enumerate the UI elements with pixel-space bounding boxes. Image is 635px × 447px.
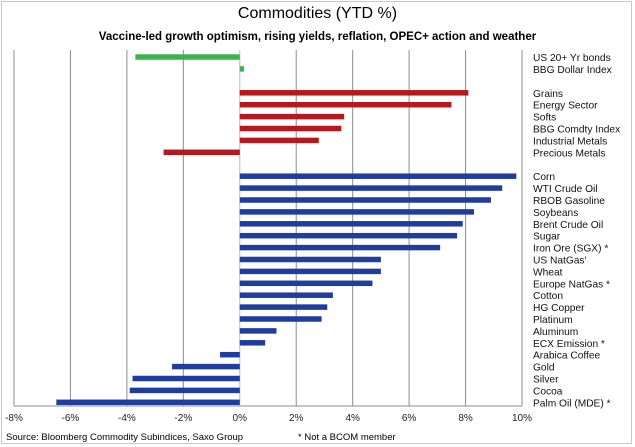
bar (239, 66, 245, 72)
bar (135, 54, 240, 60)
bar (220, 351, 240, 358)
category-label: Energy Sector (533, 101, 598, 112)
bar (129, 387, 240, 394)
bar (239, 185, 503, 191)
bar (239, 340, 266, 346)
category-label: Softs (533, 113, 556, 124)
category-label: Cotton (533, 291, 563, 302)
bar (239, 209, 475, 215)
x-tick-label: 8% (458, 413, 473, 424)
membership-note: * Not a BCOM member (298, 432, 396, 443)
category-label: Wheat (533, 267, 563, 278)
bar (163, 149, 240, 156)
category-label: Grains (533, 89, 563, 100)
x-tick-label: -2% (174, 413, 192, 424)
category-label: BBG Dollar Index (533, 65, 612, 76)
category-label: Industrial Metals (533, 136, 607, 147)
category-label: WTI Crude Oil (533, 184, 598, 195)
bar (239, 173, 517, 179)
category-label: Palm Oil (MDE) * (533, 398, 611, 409)
category-label: BBG Comdty Index (533, 125, 620, 136)
category-label: Precious Metals (533, 148, 605, 159)
category-label: Arabica Coffee (533, 351, 601, 362)
bar (239, 125, 342, 132)
category-label: Brent Crude Oil (533, 220, 603, 231)
category-label: Soybeans (533, 208, 578, 219)
bar (172, 363, 240, 370)
bar (56, 399, 240, 406)
bar (239, 244, 441, 251)
category-label: Platinum (533, 315, 573, 326)
x-tick-label: 10% (512, 413, 532, 424)
category-label: Europe NatGas * (533, 279, 610, 290)
bar (239, 232, 458, 239)
bar (239, 280, 373, 287)
x-tick-label: -8% (5, 413, 23, 424)
category-label: RBOB Gasoline (533, 196, 605, 207)
x-tick-label: -6% (62, 413, 80, 424)
category-label: ECX Emission * (533, 339, 605, 350)
chart-subtitle: Vaccine-led growth optimism, rising yiel… (98, 31, 537, 43)
x-tick-label: 4% (345, 413, 360, 424)
category-label: Silver (533, 375, 559, 386)
category-label: HG Copper (533, 303, 585, 314)
bar (239, 113, 345, 120)
bar (239, 101, 452, 108)
category-label: US 20+ Yr bonds (533, 53, 611, 64)
source-note: Source: Bloomberg Commodity Subindices, … (6, 432, 244, 443)
bar (239, 268, 381, 275)
bar (132, 375, 240, 382)
x-tick-label: 2% (289, 413, 304, 424)
bar (239, 328, 277, 334)
x-tick-label: 6% (402, 413, 417, 424)
bar (239, 292, 333, 298)
bar (239, 221, 463, 227)
category-label: Iron Ore (SGX) * (533, 244, 608, 255)
chart-title: Commodities (YTD %) (237, 5, 398, 22)
category-label: Cocoa (533, 386, 563, 397)
bar (239, 197, 491, 203)
category-label: Aluminum (533, 327, 578, 338)
bar (239, 137, 319, 144)
bar (239, 316, 322, 322)
bar (239, 304, 328, 310)
bar (239, 256, 381, 263)
x-tick-label: -4% (118, 413, 136, 424)
category-label: US NatGas' (533, 256, 587, 267)
category-label: Gold (533, 363, 555, 374)
category-label: Corn (533, 172, 555, 183)
bar (239, 90, 469, 96)
x-tick-label: 0% (233, 413, 248, 424)
category-label: Sugar (533, 232, 561, 243)
